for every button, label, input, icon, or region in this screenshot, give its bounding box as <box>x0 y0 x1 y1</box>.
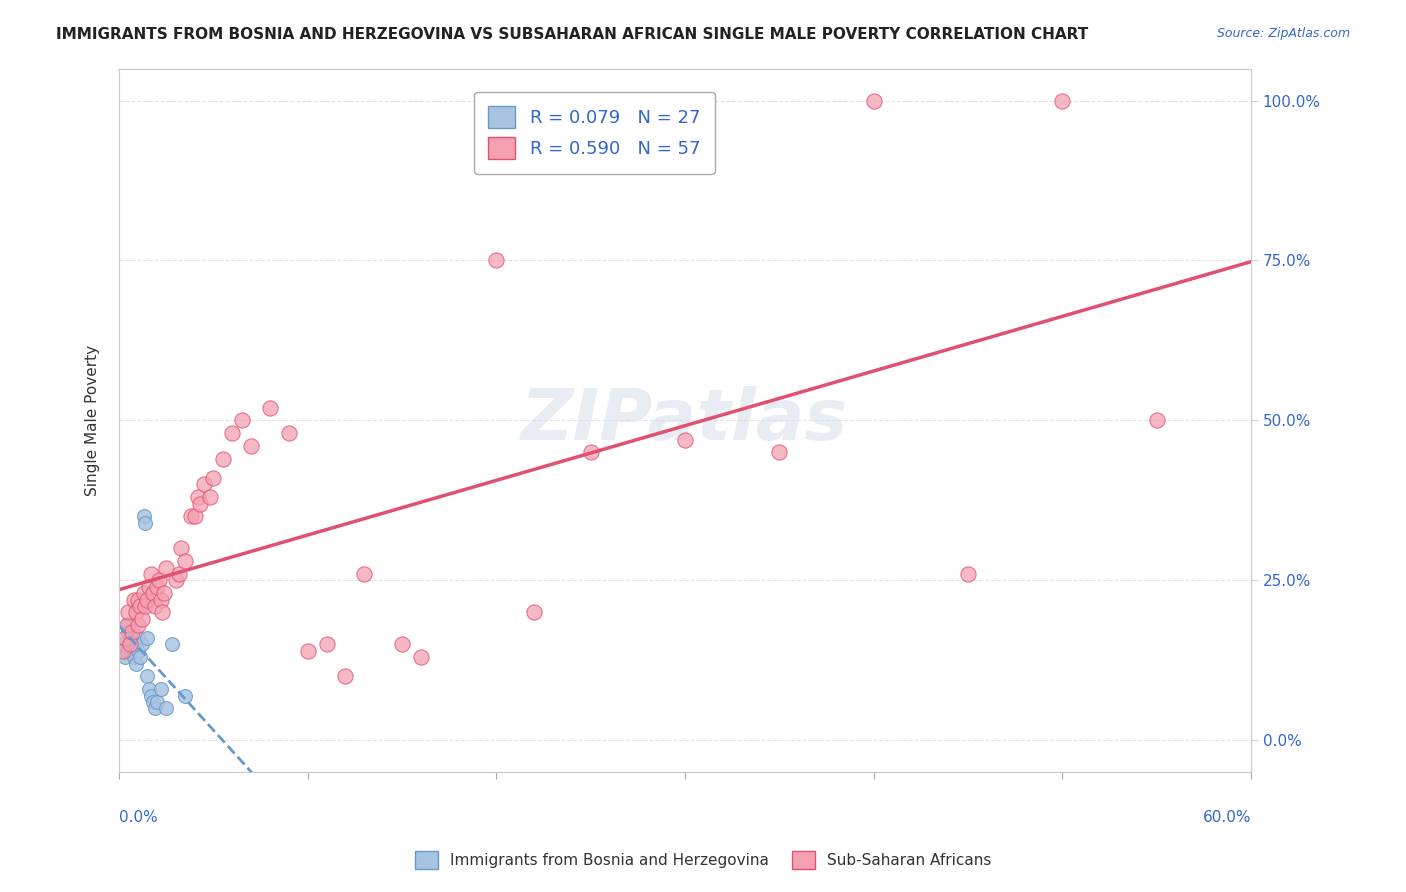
Point <box>183 509 205 524</box>
Point <box>142 695 165 709</box>
Point <box>134 516 156 530</box>
Point <box>125 606 148 620</box>
Point <box>117 624 139 639</box>
Text: IMMIGRANTS FROM BOSNIA AND HERZEGOVINA VS SUBSAHARAN AFRICAN SINGLE MALE POVERTY: IMMIGRANTS FROM BOSNIA AND HERZEGOVINA V… <box>56 27 1088 42</box>
Point <box>115 644 138 658</box>
Point <box>132 586 155 600</box>
Point <box>221 426 243 441</box>
Point <box>139 567 162 582</box>
Point <box>120 631 142 645</box>
Point <box>117 606 139 620</box>
Legend: Immigrants from Bosnia and Herzegovina, Sub-Saharan Africans: Immigrants from Bosnia and Herzegovina, … <box>409 845 997 875</box>
Point <box>956 567 979 582</box>
Point <box>211 451 233 466</box>
Point <box>120 637 142 651</box>
Point <box>174 554 197 568</box>
Legend: R = 0.079   N = 27, R = 0.590   N = 57: R = 0.079 N = 27, R = 0.590 N = 57 <box>474 92 714 174</box>
Point <box>169 567 191 582</box>
Text: ZIPatlas: ZIPatlas <box>522 386 849 455</box>
Point <box>277 426 299 441</box>
Point <box>180 509 202 524</box>
Point <box>523 606 546 620</box>
Point <box>297 644 319 658</box>
Text: 0.0%: 0.0% <box>120 810 157 825</box>
Point <box>142 586 165 600</box>
Point <box>138 580 160 594</box>
Point <box>146 580 169 594</box>
Point <box>122 644 145 658</box>
Point <box>136 592 159 607</box>
Point <box>127 618 149 632</box>
Point <box>132 509 155 524</box>
Point <box>114 631 136 645</box>
Point <box>198 490 221 504</box>
Point <box>121 624 143 639</box>
Point <box>131 637 153 651</box>
Point <box>768 445 790 459</box>
Point <box>114 650 136 665</box>
Point <box>149 682 172 697</box>
Point <box>231 413 253 427</box>
Point <box>138 682 160 697</box>
Point <box>315 637 337 651</box>
Point <box>335 669 357 683</box>
Point <box>143 701 166 715</box>
Point <box>188 497 211 511</box>
Point <box>174 689 197 703</box>
Point <box>149 592 172 607</box>
Point <box>127 592 149 607</box>
Point <box>111 637 134 651</box>
Point <box>122 650 145 665</box>
Point <box>1052 94 1074 108</box>
Point <box>125 657 148 671</box>
Point <box>485 253 508 268</box>
Point <box>862 94 884 108</box>
Point <box>165 574 187 588</box>
Point <box>136 631 159 645</box>
Point <box>148 574 170 588</box>
Point <box>136 669 159 683</box>
Point <box>202 471 225 485</box>
Point <box>152 606 174 620</box>
Point <box>187 490 209 504</box>
Point <box>143 599 166 613</box>
Point <box>115 618 138 632</box>
Point <box>131 612 153 626</box>
Point <box>579 445 602 459</box>
Point <box>259 401 281 415</box>
Text: Source: ZipAtlas.com: Source: ZipAtlas.com <box>1216 27 1350 40</box>
Point <box>391 637 413 651</box>
Point <box>155 701 177 715</box>
Point <box>160 637 183 651</box>
Point <box>155 560 177 574</box>
Point <box>170 541 193 556</box>
Point <box>240 439 263 453</box>
Point <box>117 618 139 632</box>
Point <box>127 644 149 658</box>
Point <box>127 631 149 645</box>
Point <box>128 650 150 665</box>
Point <box>139 689 162 703</box>
Point <box>673 433 696 447</box>
Point <box>146 695 169 709</box>
Point <box>409 650 432 665</box>
Point <box>134 599 156 613</box>
Point <box>1146 413 1168 427</box>
Point <box>122 592 145 607</box>
Text: 60.0%: 60.0% <box>1202 810 1251 825</box>
Point <box>193 477 215 491</box>
Point <box>153 586 176 600</box>
Point <box>121 637 143 651</box>
Point <box>353 567 375 582</box>
Point <box>128 599 150 613</box>
Point <box>111 644 134 658</box>
Y-axis label: Single Male Poverty: Single Male Poverty <box>86 345 100 496</box>
